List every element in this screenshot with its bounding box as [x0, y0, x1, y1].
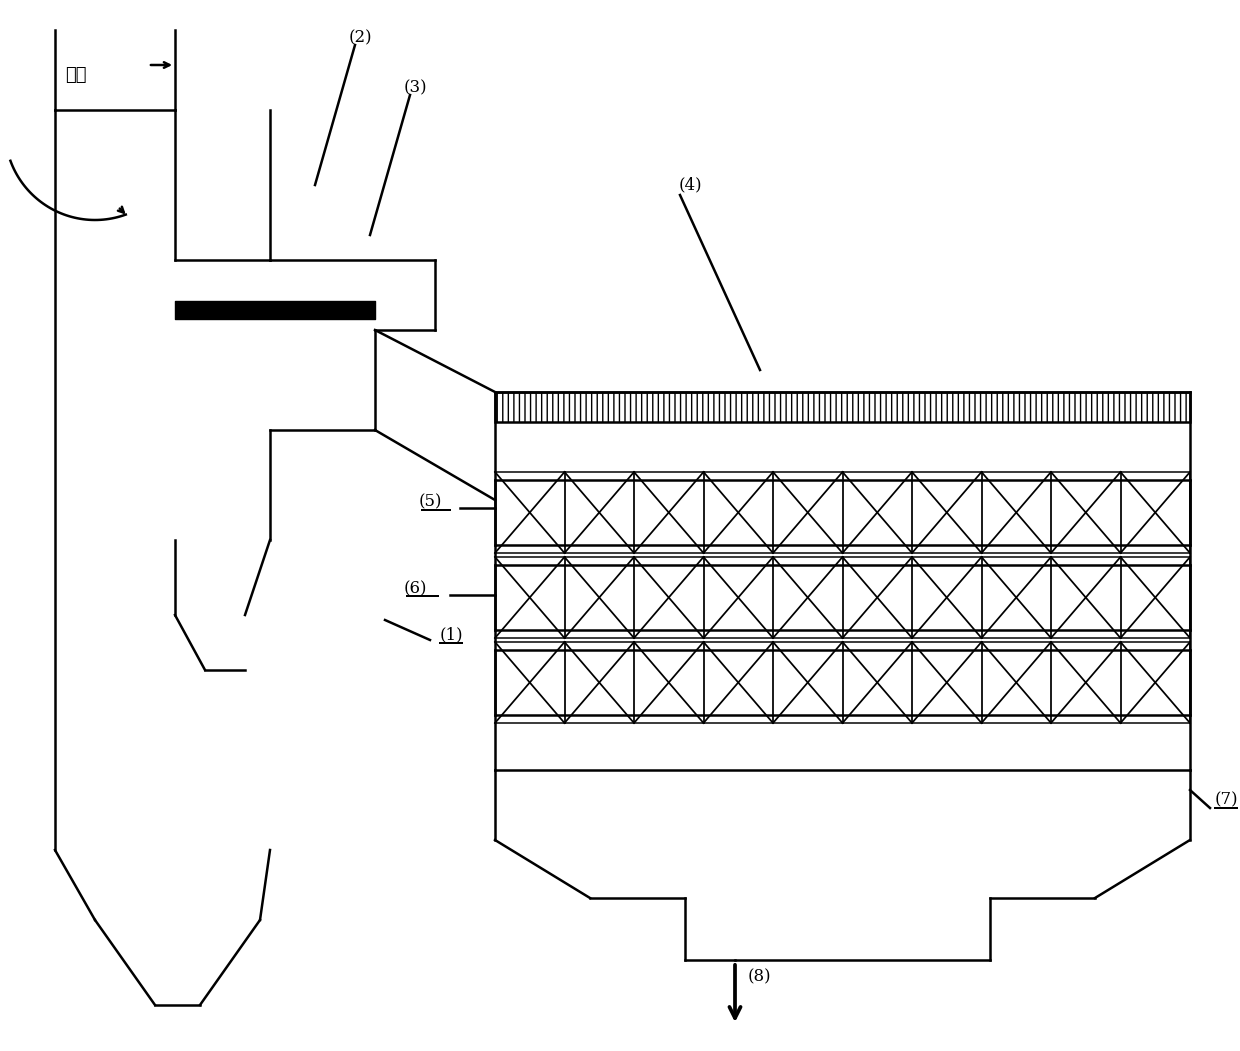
- Text: (7): (7): [1215, 791, 1239, 808]
- Text: (6): (6): [403, 580, 427, 598]
- Text: 烟气: 烟气: [64, 66, 87, 84]
- Text: (8): (8): [748, 969, 771, 986]
- Text: (3): (3): [403, 80, 427, 97]
- Text: (1): (1): [440, 626, 464, 643]
- Text: (4): (4): [678, 177, 702, 193]
- Text: (2): (2): [348, 29, 372, 46]
- Bar: [495, 392, 1190, 423]
- Text: (5): (5): [418, 494, 441, 511]
